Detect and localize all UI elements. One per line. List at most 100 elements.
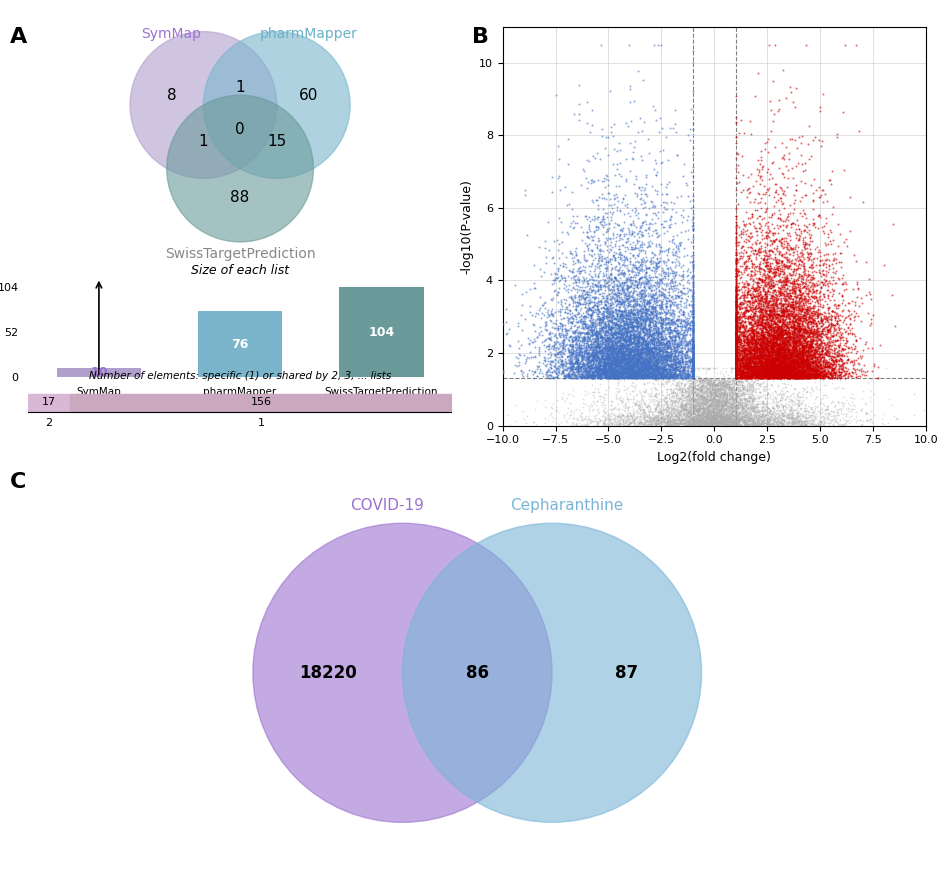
Not changed [675,416,690,430]
Not changed [717,400,733,415]
Down regulated(10736) [598,333,614,347]
Up regulated(11263) [777,345,792,360]
Down regulated(10736) [664,359,679,373]
Not changed [677,414,692,428]
Down regulated(10736) [615,353,630,368]
Down regulated(10736) [619,368,634,382]
Up regulated(11263) [728,360,743,375]
Down regulated(10736) [645,316,660,330]
Up regulated(11263) [822,312,837,327]
Not changed [753,404,768,418]
Not changed [687,415,702,429]
Up regulated(11263) [765,292,780,306]
Up regulated(11263) [728,221,743,235]
Down regulated(10736) [619,354,634,368]
Up regulated(11263) [734,364,750,378]
Not changed [588,415,603,429]
Not changed [675,388,690,402]
Not changed [700,412,716,426]
Up regulated(11263) [789,358,804,372]
Not changed [802,408,818,422]
Up regulated(11263) [784,344,800,358]
Down regulated(10736) [611,319,626,333]
Down regulated(10736) [560,350,575,364]
Not changed [753,414,768,428]
Not changed [788,392,803,406]
Down regulated(10736) [565,333,580,347]
Up regulated(11263) [789,371,804,385]
Not changed [740,402,755,417]
Down regulated(10736) [622,238,637,252]
Down regulated(10736) [591,364,606,378]
Up regulated(11263) [785,355,801,369]
Up regulated(11263) [759,319,774,333]
Up regulated(11263) [728,365,743,379]
Down regulated(10736) [570,360,585,374]
Down regulated(10736) [623,335,638,349]
Down regulated(10736) [601,357,616,371]
Not changed [601,412,616,426]
Not changed [728,404,743,418]
Down regulated(10736) [645,359,660,373]
Up regulated(11263) [782,354,797,368]
Down regulated(10736) [624,362,639,376]
Down regulated(10736) [612,260,627,274]
Up regulated(11263) [790,257,805,271]
Down regulated(10736) [673,335,688,349]
Up regulated(11263) [792,352,807,367]
Down regulated(10736) [619,357,634,371]
Up regulated(11263) [757,352,772,366]
Up regulated(11263) [787,356,802,370]
Down regulated(10736) [666,345,681,360]
Not changed [701,413,716,427]
Down regulated(10736) [585,322,600,336]
Not changed [632,385,648,400]
Down regulated(10736) [684,289,700,303]
Not changed [708,392,723,407]
Down regulated(10736) [630,338,645,352]
Not changed [636,416,651,430]
Down regulated(10736) [668,355,683,369]
Down regulated(10736) [684,349,700,363]
Up regulated(11263) [732,251,747,265]
Not changed [715,378,730,392]
Down regulated(10736) [645,368,660,383]
Up regulated(11263) [794,287,809,302]
Down regulated(10736) [659,357,674,371]
Up regulated(11263) [788,355,803,369]
Down regulated(10736) [684,341,700,355]
Up regulated(11263) [818,253,833,267]
Up regulated(11263) [730,345,745,360]
Up regulated(11263) [746,308,761,322]
Up regulated(11263) [750,293,765,307]
Up regulated(11263) [818,311,833,325]
Not changed [682,416,697,430]
Up regulated(11263) [792,367,807,381]
Down regulated(10736) [615,279,631,293]
Down regulated(10736) [637,338,652,352]
Up regulated(11263) [750,279,765,293]
Down regulated(10736) [638,312,653,327]
Down regulated(10736) [659,322,674,336]
Down regulated(10736) [648,342,663,356]
Down regulated(10736) [606,315,621,329]
Up regulated(11263) [810,308,825,322]
Not changed [700,417,716,431]
Up regulated(11263) [741,186,756,200]
Down regulated(10736) [548,267,564,281]
Up regulated(11263) [759,358,774,372]
Down regulated(10736) [557,344,572,359]
Up regulated(11263) [750,342,766,356]
Up regulated(11263) [864,364,879,378]
Up regulated(11263) [780,351,795,365]
Up regulated(11263) [797,296,812,311]
Not changed [716,388,731,402]
Up regulated(11263) [733,356,749,370]
Up regulated(11263) [809,293,824,307]
Up regulated(11263) [804,328,819,343]
Not changed [830,409,845,423]
Not changed [682,400,697,414]
Up regulated(11263) [735,333,750,347]
Up regulated(11263) [748,280,763,295]
Down regulated(10736) [684,160,700,174]
